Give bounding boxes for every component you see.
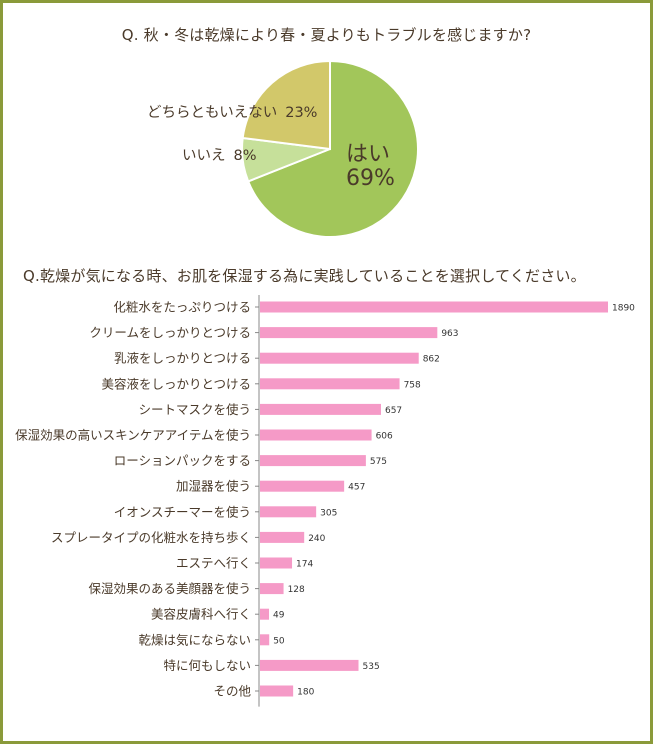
bar (260, 634, 270, 646)
bar (260, 608, 270, 620)
bar-category-label: スプレータイプの化粧水を持ち歩く (51, 530, 251, 545)
pie-label-neither: どちらともいえない 23% (147, 101, 317, 122)
bar (260, 685, 294, 697)
bar (260, 531, 305, 543)
bar (260, 583, 284, 595)
bar-value-label: 50 (273, 636, 285, 646)
pie-label-neither-text: どちらともいえない (147, 105, 278, 121)
bar-category-label: 加湿器を使う (176, 479, 251, 494)
bar-category-label: 乾燥は気にならない (138, 632, 251, 647)
pie-label-no: いいえ 8% (182, 144, 257, 165)
bar-category-label: 化粧水をたっぷりつける (113, 300, 251, 315)
bar-category-label: 保湿効果の高いスキンケアアイテムを使う (15, 428, 251, 443)
bar (260, 659, 359, 671)
pie-label-yes-value: 69% (346, 166, 395, 191)
bar (260, 327, 438, 339)
bar (260, 403, 381, 415)
bar (260, 378, 400, 390)
bar-category-label: 特に何もしない (163, 658, 251, 673)
bar-category-label: 乳液をしっかりとつける (114, 351, 251, 366)
bar-value-label: 535 (363, 662, 380, 672)
bar-value-label: 758 (404, 380, 421, 390)
bar-category-label: イオンスチーマーを使う (114, 504, 251, 519)
bar-category-label: その他 (213, 684, 251, 699)
bar-value-label: 305 (320, 508, 337, 518)
bar-category-label: シートマスクを使う (138, 402, 251, 417)
bar-value-label: 49 (273, 611, 285, 621)
bar (260, 455, 366, 467)
bar-value-label: 174 (296, 560, 313, 570)
pie-label-no-value: 8% (233, 148, 257, 164)
bar-category-label: エステへ行く (176, 556, 251, 571)
bar-value-label: 240 (308, 534, 325, 544)
pie-label-yes-text: はい (346, 142, 391, 167)
bar-value-label: 963 (441, 329, 458, 339)
bar-category-label: クリームをしっかりとつける (89, 325, 251, 340)
pie-slice-yes (246, 59, 419, 238)
pie-label-no-text: いいえ (182, 148, 226, 164)
bar-value-label: 862 (423, 355, 440, 365)
bar-value-label: 657 (385, 406, 402, 416)
bar-value-label: 457 (348, 483, 365, 493)
bar-value-label: 575 (370, 457, 387, 467)
bar-value-label: 606 (376, 432, 393, 442)
pie-slice-neither (241, 59, 331, 151)
bar (260, 557, 293, 569)
pie-label-neither-value: 23% (285, 105, 318, 121)
bar-category-label: 美容皮膚科へ行く (151, 607, 251, 622)
bar (260, 301, 608, 313)
pie-label-yes: はい 69% (346, 143, 395, 191)
bar (260, 480, 345, 492)
pie-chart-title: Q. 秋・冬は乾燥により春・夏よりもトラブルを感じますか? (121, 26, 532, 44)
bar-category-label: ローションパックをする (114, 453, 251, 468)
bar (260, 352, 419, 364)
bar (260, 429, 372, 441)
bar-value-label: 128 (288, 585, 305, 595)
bar-value-label: 180 (297, 688, 314, 698)
bar-category-label: 美容液をしっかりとつける (101, 376, 251, 391)
bar-category-label: 保湿効果のある美顔器を使う (88, 581, 251, 596)
pie-chart (241, 59, 419, 238)
bar (260, 506, 317, 518)
bar-chart: 化粧水をたっぷりつける 1890 クリームをしっかりとつける 963 乳液をしっかりとつ… (15, 295, 635, 707)
bar-value-label: 1890 (612, 304, 635, 314)
bar-chart-title: Q.乾燥が気になる時、お肌を保湿する為に実践していることを選択してください。 (23, 267, 586, 285)
